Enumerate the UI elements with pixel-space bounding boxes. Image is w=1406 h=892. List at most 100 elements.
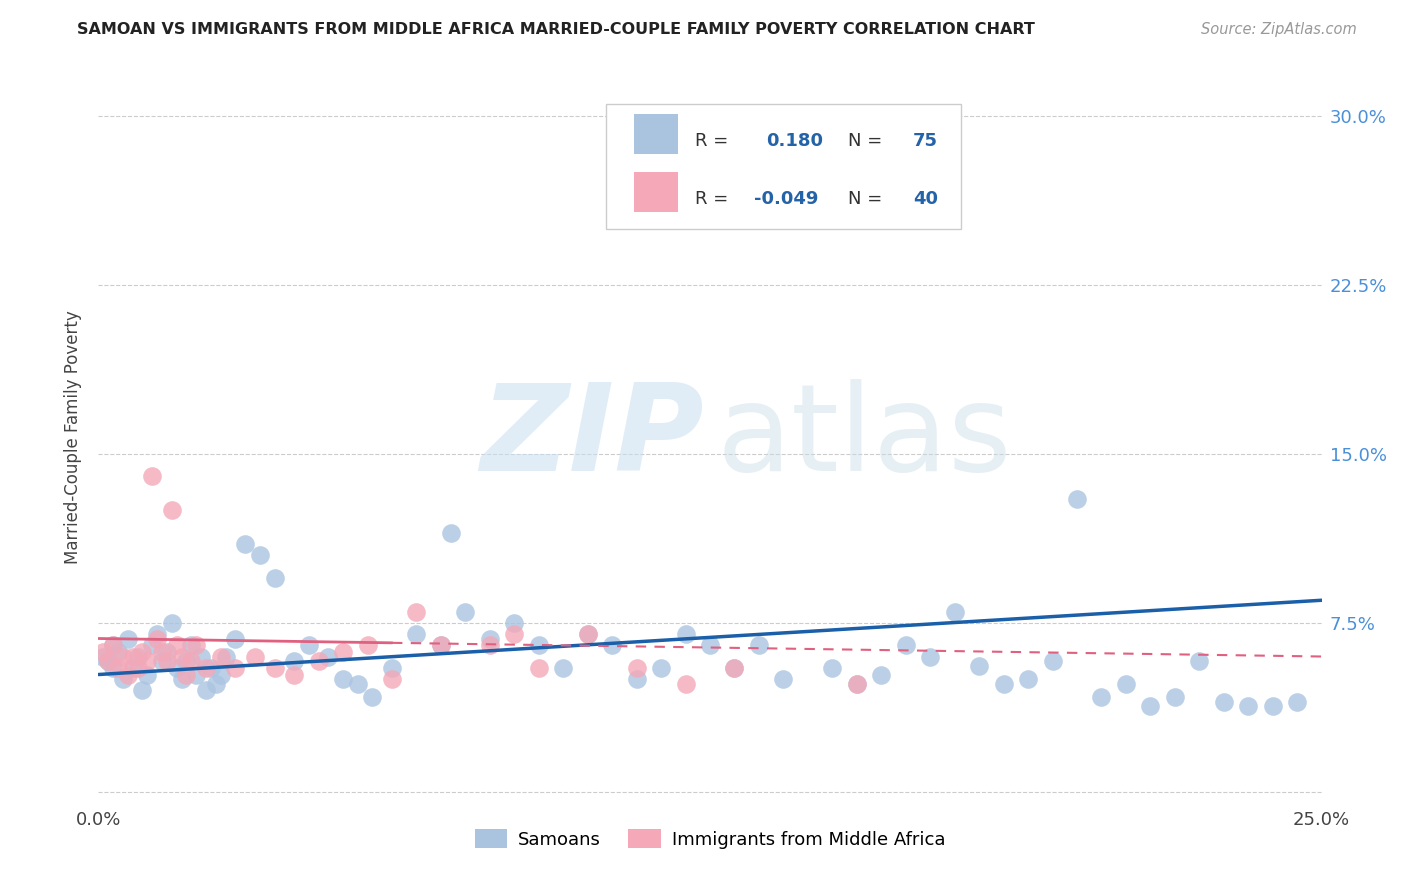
Point <box>626 672 648 686</box>
Text: ZIP: ZIP <box>481 378 704 496</box>
Bar <box>634 113 678 153</box>
Point <box>101 638 124 652</box>
Point <box>209 649 232 664</box>
Point <box>993 676 1015 690</box>
Point <box>381 672 404 686</box>
Point <box>650 661 672 675</box>
Point <box>772 672 794 686</box>
Point <box>675 676 697 690</box>
Point <box>332 645 354 659</box>
Point <box>503 615 526 630</box>
Point <box>478 638 501 652</box>
Point <box>943 605 966 619</box>
Bar <box>634 172 678 212</box>
Point <box>101 638 124 652</box>
Point <box>1066 491 1088 506</box>
Y-axis label: Married-Couple Family Poverty: Married-Couple Family Poverty <box>65 310 83 564</box>
Text: R =: R = <box>696 132 734 150</box>
Text: N =: N = <box>848 190 883 208</box>
Point <box>1017 672 1039 686</box>
Point <box>478 632 501 646</box>
Point <box>146 632 169 646</box>
Point <box>146 627 169 641</box>
Point <box>675 627 697 641</box>
Point <box>101 661 124 675</box>
Point <box>283 654 305 668</box>
Point <box>166 638 188 652</box>
Point <box>186 667 208 681</box>
Point <box>748 638 770 652</box>
Point <box>361 690 384 704</box>
Point <box>200 661 222 675</box>
Point <box>156 654 179 668</box>
Point <box>111 672 134 686</box>
Point <box>117 632 139 646</box>
Point <box>91 645 114 659</box>
Point <box>176 667 198 681</box>
Text: R =: R = <box>696 190 734 208</box>
Point <box>121 649 143 664</box>
Point <box>150 654 173 668</box>
Point <box>1164 690 1187 704</box>
Text: SAMOAN VS IMMIGRANTS FROM MIDDLE AFRICA MARRIED-COUPLE FAMILY POVERTY CORRELATIO: SAMOAN VS IMMIGRANTS FROM MIDDLE AFRICA … <box>77 22 1035 37</box>
Point <box>298 638 321 652</box>
Point <box>224 632 246 646</box>
Point <box>263 661 285 675</box>
Point <box>205 676 228 690</box>
Point <box>1042 654 1064 668</box>
Point <box>97 654 120 668</box>
Text: 75: 75 <box>912 132 938 150</box>
Point <box>180 638 202 652</box>
Point <box>600 638 623 652</box>
Text: N =: N = <box>848 132 883 150</box>
Point <box>723 661 745 675</box>
Point <box>454 605 477 619</box>
Point <box>576 627 599 641</box>
Point <box>381 661 404 675</box>
Legend: Samoans, Immigrants from Middle Africa: Samoans, Immigrants from Middle Africa <box>468 822 952 856</box>
Point <box>97 654 120 668</box>
Point <box>136 667 159 681</box>
Point <box>1139 699 1161 714</box>
Point <box>845 676 868 690</box>
Point <box>176 654 198 668</box>
Point <box>166 661 188 675</box>
Point <box>430 638 453 652</box>
Point <box>224 661 246 675</box>
Point <box>283 667 305 681</box>
Point <box>723 661 745 675</box>
Point <box>150 645 173 659</box>
Text: 40: 40 <box>912 190 938 208</box>
Point <box>1286 694 1309 708</box>
Point <box>1212 694 1234 708</box>
Point <box>356 638 378 652</box>
Point <box>209 667 232 681</box>
Point <box>699 638 721 652</box>
Point <box>243 649 266 664</box>
Point <box>527 638 550 652</box>
Point <box>626 661 648 675</box>
Text: 0.180: 0.180 <box>766 132 824 150</box>
Point <box>430 638 453 652</box>
Point <box>405 605 427 619</box>
Point <box>127 661 149 675</box>
Point <box>503 627 526 641</box>
Point <box>121 661 143 675</box>
Point <box>233 537 256 551</box>
Point <box>141 638 163 652</box>
Point <box>107 661 129 675</box>
Point <box>131 683 153 698</box>
Text: atlas: atlas <box>716 378 1012 496</box>
Point <box>249 548 271 562</box>
Point <box>845 676 868 690</box>
Point <box>920 649 942 664</box>
Point <box>117 667 139 681</box>
Point <box>170 649 193 664</box>
Point <box>186 638 208 652</box>
Text: -0.049: -0.049 <box>754 190 818 208</box>
Point <box>318 649 340 664</box>
Point <box>195 683 218 698</box>
FancyBboxPatch shape <box>606 104 960 228</box>
Point <box>160 503 183 517</box>
Point <box>332 672 354 686</box>
